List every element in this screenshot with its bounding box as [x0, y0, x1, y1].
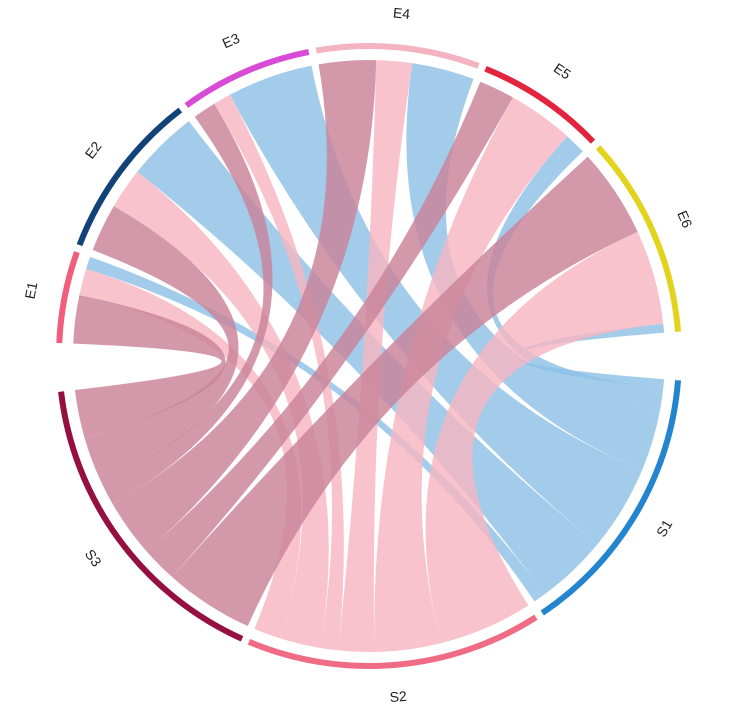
- sector-label-e1: E1: [22, 280, 41, 300]
- sector-arc-s1: [540, 380, 682, 616]
- ribbon-s3-e2: [84, 206, 239, 484]
- sector-label-e3: E3: [220, 30, 242, 52]
- sector-arc-e1: [56, 251, 80, 344]
- sector-group: [56, 43, 682, 669]
- ribbon-s3-e6: [172, 156, 638, 627]
- ribbon-s1-e4: [406, 63, 661, 471]
- sector-arc-e4: [315, 43, 480, 69]
- ribbon-s2-e1: [79, 268, 302, 639]
- ribbon-s3-e4: [112, 60, 377, 552]
- sector-arc-e6: [595, 145, 682, 332]
- ribbon-s2-e3: [214, 94, 344, 651]
- ribbon-s1-e5: [486, 136, 664, 410]
- sector-arc-s3: [58, 391, 244, 642]
- sector-label-e2: E2: [82, 138, 105, 161]
- sector-label-e5: E5: [551, 60, 574, 83]
- ribbon-s2-e2: [113, 171, 329, 648]
- ribbon-s2-e4: [338, 60, 413, 652]
- sector-arc-e5: [484, 65, 596, 144]
- sector-label-s1: S1: [653, 517, 676, 540]
- sector-label-s2: S2: [389, 688, 408, 705]
- ribbon-s3-e3: [101, 103, 273, 505]
- sector-label-s3: S3: [82, 546, 105, 569]
- ribbon-s2-e6: [425, 231, 664, 644]
- sector-label-e6: E6: [674, 208, 696, 230]
- ribbon-s3-e5: [146, 81, 513, 578]
- sector-label-e4: E4: [392, 4, 411, 22]
- sector-arc-s2: [247, 614, 538, 669]
- ribbon-s3-e1: [73, 295, 226, 438]
- sector-arc-e3: [184, 48, 310, 108]
- ribbon-group: [73, 60, 665, 652]
- sector-arc-e2: [76, 107, 183, 247]
